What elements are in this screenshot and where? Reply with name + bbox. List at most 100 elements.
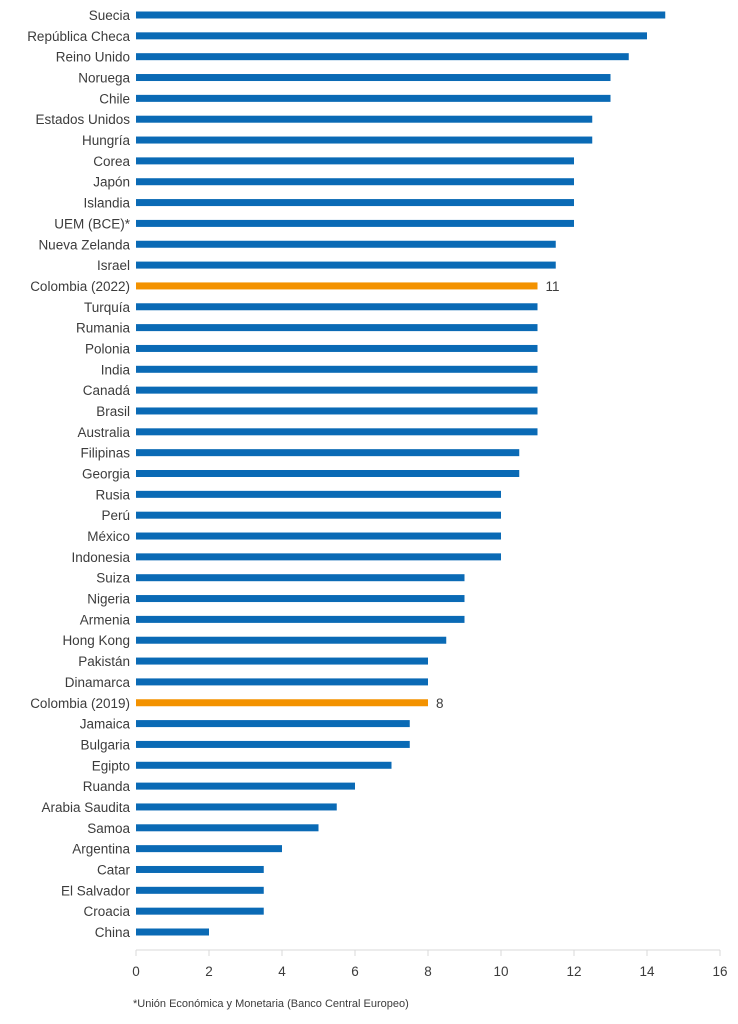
category-label: El Salvador [61, 883, 131, 898]
bar-croacia [136, 907, 264, 915]
category-label: Canadá [83, 383, 131, 398]
bar-colombia-2019 [136, 699, 428, 707]
bar-dinamarca [136, 678, 428, 686]
category-label: Nigeria [87, 592, 130, 607]
x-axis: 0 2 4 6 8 10 12 14 16 [132, 949, 728, 979]
category-label: Indonesia [71, 550, 130, 565]
bar-japón [136, 178, 574, 186]
bar-israel [136, 261, 556, 269]
x-tick-label: 14 [639, 964, 655, 979]
bar-indonesia [136, 553, 501, 561]
bar-el-salvador [136, 886, 264, 894]
bar-corea [136, 157, 574, 165]
bar-reino-unido [136, 53, 629, 61]
bar-filipinas [136, 449, 520, 457]
x-tick-label: 10 [493, 964, 508, 979]
category-label: China [95, 925, 131, 940]
bar-estados-unidos [136, 115, 593, 123]
category-label: Estados Unidos [35, 112, 130, 127]
category-label: Nueva Zelanda [38, 237, 130, 252]
bar-turquía [136, 303, 538, 311]
bar-samoa [136, 824, 319, 832]
category-label: Argentina [72, 842, 130, 857]
bar-australia [136, 428, 538, 436]
category-label: Armenia [80, 612, 131, 627]
bar-egipto [136, 761, 392, 769]
x-tick-label: 12 [566, 964, 581, 979]
bar-uem-bce [136, 219, 574, 227]
bar-islandia [136, 199, 574, 207]
category-label: Islandia [83, 196, 130, 211]
category-label: Colombia (2019) [30, 696, 130, 711]
bar-jamaica [136, 720, 410, 728]
category-label: Croacia [83, 904, 130, 919]
category-label: República Checa [27, 29, 130, 44]
bar-bulgaria [136, 740, 410, 748]
category-label: Bulgaria [80, 737, 130, 752]
category-label: Chile [99, 91, 130, 106]
category-label: Australia [77, 425, 130, 440]
bar-perú [136, 511, 501, 519]
bar-república-checa [136, 32, 647, 40]
category-label: Colombia (2022) [30, 279, 130, 294]
bar-brasil [136, 407, 538, 415]
category-label: India [101, 362, 131, 377]
data-label: 8 [436, 696, 444, 711]
bar-chile [136, 94, 611, 102]
category-label: Dinamarca [65, 675, 131, 690]
category-label: Hong Kong [62, 633, 130, 648]
bar-china [136, 928, 209, 936]
bar-rusia [136, 490, 501, 498]
bar-hong-kong [136, 636, 447, 644]
bar-ruanda [136, 782, 355, 790]
footnote: *Unión Económica y Monetaria (Banco Cent… [133, 998, 409, 1010]
category-label: México [87, 529, 130, 544]
bar-nigeria [136, 595, 465, 603]
category-label: Catar [97, 862, 131, 877]
bar-argentina [136, 845, 282, 853]
bar-armenia [136, 615, 465, 623]
bar-colombia-2022 [136, 282, 538, 290]
category-label: Hungría [82, 133, 131, 148]
category-label: Brasil [96, 404, 130, 419]
category-label: Georgia [82, 467, 131, 482]
category-label: Perú [101, 508, 130, 523]
x-tick-label: 4 [278, 964, 286, 979]
data-labels: 11 8 [436, 279, 560, 711]
category-label: Suecia [89, 8, 131, 23]
bar-catar [136, 865, 264, 873]
bar-india [136, 365, 538, 373]
category-label: Arabia Saudita [41, 800, 130, 815]
bars-group [136, 11, 666, 936]
category-label: Samoa [87, 821, 130, 836]
bar-méxico [136, 532, 501, 540]
category-label: Polonia [85, 341, 131, 356]
x-tick-label: 6 [351, 964, 359, 979]
x-tick-label: 2 [205, 964, 213, 979]
x-tick-label: 0 [132, 964, 140, 979]
category-label: Egipto [92, 758, 130, 773]
x-tick-label: 16 [712, 964, 727, 979]
category-label: Rumania [76, 321, 131, 336]
bar-polonia [136, 344, 538, 352]
category-label: UEM (BCE)* [54, 216, 130, 231]
category-label: Jamaica [80, 717, 131, 732]
category-label: Corea [93, 154, 130, 169]
category-label: Reino Unido [56, 50, 130, 65]
data-label: 11 [546, 279, 560, 294]
category-label: Israel [97, 258, 130, 273]
bar-pakistán [136, 657, 428, 665]
category-label: Suiza [96, 571, 130, 586]
bar-suecia [136, 11, 666, 19]
bar-hungría [136, 136, 593, 144]
category-label: Pakistán [78, 654, 130, 669]
bar-arabia-saudita [136, 803, 337, 811]
x-tick-label: 8 [424, 964, 432, 979]
category-label: Filipinas [80, 446, 130, 461]
bar-suiza [136, 574, 465, 582]
category-label: Noruega [78, 71, 130, 86]
bar-georgia [136, 470, 520, 477]
category-labels: Suecia República Checa Reino Unido Noruega C… [27, 8, 131, 940]
bar-nueva-zelanda [136, 240, 556, 248]
